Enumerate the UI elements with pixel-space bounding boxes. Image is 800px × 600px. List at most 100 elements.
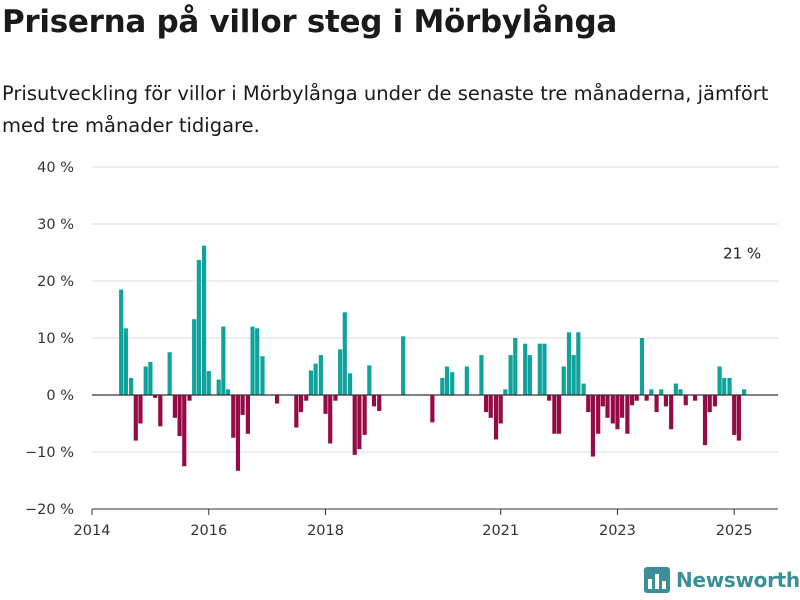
bar — [600, 395, 605, 407]
bar — [182, 395, 187, 467]
axes — [92, 394, 778, 510]
bar — [192, 319, 197, 395]
bar — [712, 395, 718, 407]
bar — [152, 395, 158, 398]
bar — [138, 395, 143, 424]
bar — [167, 352, 172, 395]
y-tick-label: −10 % — [25, 445, 74, 461]
bar — [430, 395, 435, 423]
newsworthy-logo: Newsworthy — [644, 567, 800, 593]
bar — [260, 356, 265, 395]
bar — [513, 338, 518, 395]
bar — [202, 245, 207, 395]
bar — [231, 395, 236, 438]
bar — [221, 326, 226, 395]
bar — [347, 373, 353, 395]
x-tick-label: 2021 — [482, 523, 519, 539]
bar — [206, 371, 211, 395]
bar — [542, 343, 547, 395]
bar — [235, 395, 241, 471]
bar — [702, 395, 708, 446]
bar — [644, 395, 649, 401]
bar — [308, 370, 314, 395]
bar — [629, 395, 635, 406]
bar — [177, 395, 182, 437]
bar — [464, 366, 469, 395]
y-axis-tick-labels: −20 % −10 % 0 % 10 % 20 % 30 % 40 % — [25, 160, 74, 518]
bar — [304, 395, 309, 401]
bar — [547, 395, 552, 401]
bar — [527, 355, 532, 395]
bar — [352, 395, 357, 455]
y-tick-label: 20 % — [37, 274, 74, 290]
bar — [196, 259, 201, 395]
bar — [440, 377, 445, 395]
y-tick-label: 30 % — [37, 217, 74, 233]
y-tick-label: 10 % — [37, 331, 74, 347]
bar — [581, 383, 586, 395]
bar — [450, 372, 455, 395]
bar — [717, 366, 722, 395]
bar — [362, 395, 367, 435]
chart-title: Priserna på villor steg i Mörbylånga — [2, 4, 617, 40]
bar — [707, 395, 712, 413]
bar — [371, 395, 377, 407]
bar — [576, 332, 581, 395]
bar — [508, 355, 513, 395]
bar — [669, 395, 674, 430]
bar — [240, 395, 245, 415]
bar — [338, 349, 343, 395]
bar — [620, 395, 625, 418]
bar — [605, 395, 610, 418]
bar — [654, 395, 659, 413]
x-tick-label: 2018 — [307, 523, 344, 539]
bar — [133, 395, 138, 441]
bar — [732, 395, 737, 435]
bar — [634, 395, 639, 401]
bar — [566, 332, 572, 395]
bar — [673, 383, 678, 395]
last-value-annotation: 21 % — [723, 244, 761, 262]
bar — [693, 395, 698, 401]
bar — [250, 326, 255, 395]
bar — [722, 377, 727, 395]
x-axis-tick-labels: 2014 2016 2018 2021 2023 2025 — [74, 509, 753, 539]
bar — [556, 395, 562, 434]
bar — [342, 312, 347, 395]
bar — [401, 336, 406, 395]
bar — [255, 328, 260, 395]
bar — [590, 395, 596, 457]
bar — [148, 361, 153, 395]
bar — [493, 395, 499, 440]
grid-lines — [92, 166, 778, 453]
x-tick-label: 2014 — [74, 523, 111, 539]
bar — [503, 389, 508, 395]
bar — [498, 395, 503, 424]
x-tick-label: 2016 — [190, 523, 227, 539]
bar — [172, 395, 177, 418]
bar — [328, 395, 333, 444]
y-tick-label: 0 % — [46, 388, 74, 404]
bar — [586, 395, 591, 413]
bar — [313, 363, 318, 395]
chart-subtitle: Prisutveckling för villor i Mörbylånga u… — [2, 82, 769, 137]
bar — [323, 395, 328, 414]
bar — [537, 343, 542, 395]
bar — [727, 377, 732, 395]
bar — [571, 355, 576, 395]
x-tick-label: 2023 — [599, 523, 636, 539]
bar — [610, 395, 615, 424]
bar — [483, 395, 489, 413]
x-tick-label: 2025 — [716, 523, 753, 539]
bar — [357, 395, 362, 450]
bar — [377, 395, 382, 411]
bar — [119, 289, 124, 395]
bar — [552, 395, 557, 434]
bar — [488, 395, 493, 418]
bar — [216, 379, 221, 395]
bar — [742, 389, 747, 395]
bar — [615, 395, 620, 430]
bar — [479, 355, 484, 395]
bar — [639, 338, 645, 395]
